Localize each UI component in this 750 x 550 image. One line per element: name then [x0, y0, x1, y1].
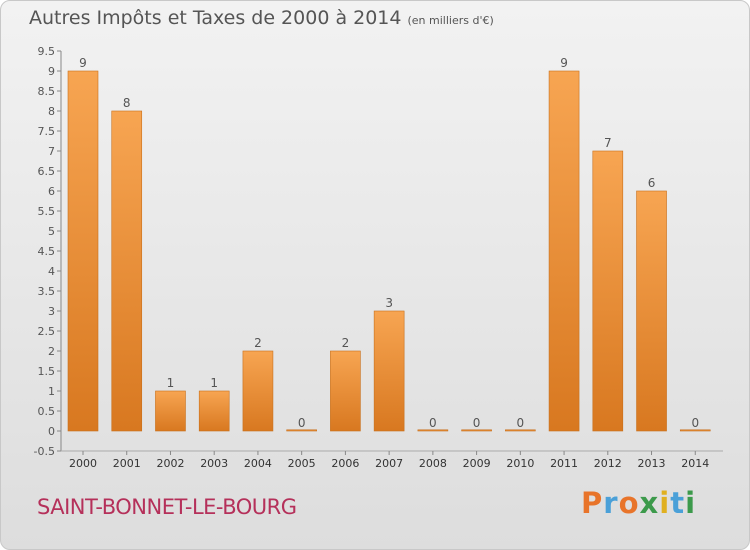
y-tick-label: 1.5: [38, 365, 56, 378]
y-tick-label: 3.5: [38, 285, 56, 298]
proxiti-logo: Proxiti: [581, 486, 696, 520]
y-tick-label: 5.5: [38, 205, 56, 218]
value-label-2003: 1: [210, 376, 218, 390]
x-tick-label-2014: 2014: [681, 457, 709, 470]
x-tick-label-2008: 2008: [419, 457, 447, 470]
y-tick-label: 0: [48, 425, 55, 438]
x-tick-label-2002: 2002: [156, 457, 184, 470]
logo-letter: P: [581, 486, 603, 520]
value-label-2013: 6: [648, 176, 656, 190]
x-tick-label-2004: 2004: [244, 457, 272, 470]
bar-2001: [112, 111, 142, 431]
logo-letter: i: [685, 486, 696, 520]
value-label-2006: 2: [342, 336, 350, 350]
y-tick-label: 5: [48, 225, 55, 238]
y-tick-label: 8: [48, 105, 55, 118]
y-tick-label: -0.5: [34, 445, 55, 458]
bar-2006: [330, 351, 360, 431]
x-tick-label-2001: 2001: [113, 457, 141, 470]
y-tick-label: 2: [48, 345, 55, 358]
y-tick-label: 8.5: [38, 85, 56, 98]
bar-2012: [593, 151, 623, 431]
bar-2013: [637, 191, 667, 431]
y-tick-label: 9: [48, 65, 55, 78]
x-tick-label-2009: 2009: [463, 457, 491, 470]
x-tick-label-2007: 2007: [375, 457, 403, 470]
x-tick-label-2006: 2006: [331, 457, 359, 470]
value-label-2002: 1: [167, 376, 175, 390]
y-tick-label: 4.5: [38, 245, 56, 258]
value-label-2000: 9: [79, 56, 87, 70]
x-tick-label-2005: 2005: [288, 457, 316, 470]
y-tick-label: 7: [48, 145, 55, 158]
value-label-2014: 0: [691, 416, 699, 430]
y-tick-label: 7.5: [38, 125, 56, 138]
logo-letter: x: [640, 486, 660, 520]
y-tick-label: 9.5: [38, 45, 56, 58]
bar-2007: [374, 311, 404, 431]
y-tick-label: 1: [48, 385, 55, 398]
value-label-2008: 0: [429, 416, 437, 430]
value-label-2011: 9: [560, 56, 568, 70]
value-label-2005: 0: [298, 416, 306, 430]
logo-letter: t: [670, 486, 685, 520]
x-tick-label-2011: 2011: [550, 457, 578, 470]
y-tick-label: 2.5: [38, 325, 56, 338]
value-label-2010: 0: [517, 416, 525, 430]
y-tick-label: 4: [48, 265, 55, 278]
value-label-2001: 8: [123, 96, 131, 110]
x-tick-label-2000: 2000: [69, 457, 97, 470]
value-label-2009: 0: [473, 416, 481, 430]
bar-2004: [243, 351, 273, 431]
logo-letter: o: [619, 486, 640, 520]
x-tick-label-2010: 2010: [506, 457, 534, 470]
bar-2011: [549, 71, 579, 431]
x-tick-label-2012: 2012: [594, 457, 622, 470]
logo-letter: i: [659, 486, 670, 520]
y-tick-label: 3: [48, 305, 55, 318]
bar-2003: [199, 391, 229, 431]
x-tick-label-2013: 2013: [638, 457, 666, 470]
bar-2002: [155, 391, 185, 431]
value-label-2012: 7: [604, 136, 612, 150]
value-label-2007: 3: [385, 296, 393, 310]
commune-name: SAINT-BONNET-LE-BOURG: [37, 495, 297, 519]
value-label-2004: 2: [254, 336, 262, 350]
logo-letter: r: [603, 486, 618, 520]
y-tick-label: 6.5: [38, 165, 56, 178]
y-tick-label: 0.5: [38, 405, 56, 418]
y-tick-label: 6: [48, 185, 55, 198]
x-tick-label-2003: 2003: [200, 457, 228, 470]
bar-2000: [68, 71, 98, 431]
